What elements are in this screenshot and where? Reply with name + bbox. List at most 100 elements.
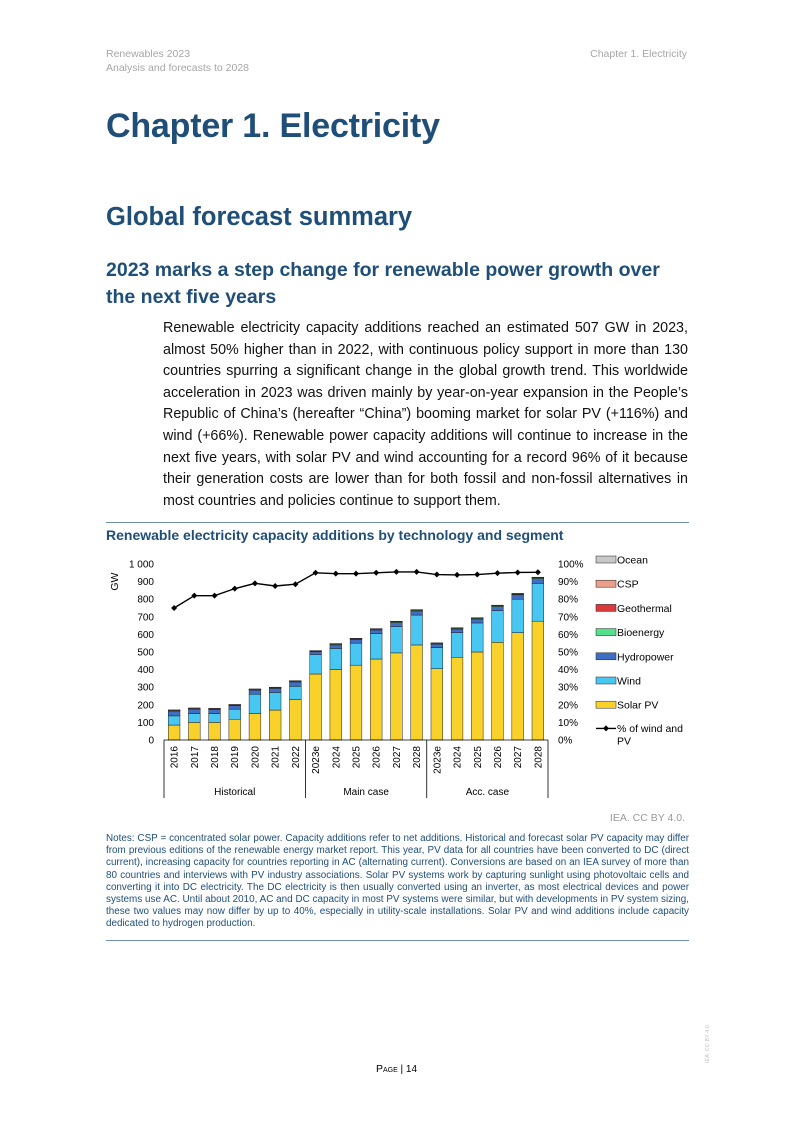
bar-segment-solar-pv (269, 709, 282, 741)
bar-segment-csp (167, 709, 181, 711)
bar-segment-csp (390, 620, 403, 623)
bar-segment-solar-pv (349, 664, 363, 741)
y-tick-label: 800 (137, 595, 154, 606)
x-tick-label: 2023e (311, 746, 322, 774)
side-license-mark: IEA. CC BY 4.0. (705, 1023, 711, 1063)
x-tick-label: 2016 (170, 746, 181, 769)
legend-label: Solar PV (617, 700, 658, 712)
x-tick-label: 2026 (372, 746, 383, 769)
bar-segment-wind (410, 614, 423, 646)
x-tick-label: 2021 (271, 746, 282, 769)
bar-segment-hydropower (450, 628, 464, 633)
bar-segment-hydropower (430, 643, 443, 648)
bar-segment-csp (248, 688, 262, 690)
x-tick-label: 2018 (210, 746, 221, 769)
bar-segment-solar-pv (309, 673, 322, 741)
x-tick-label: 2019 (230, 746, 241, 769)
x-tick-label: 2027 (392, 746, 403, 769)
legend-label-line1: % of wind and (617, 723, 683, 735)
bar-segment-csp (471, 617, 484, 619)
bar-segment-csp (208, 708, 221, 710)
bar-segment-csp (410, 609, 423, 611)
bar-segment-hydropower (248, 689, 262, 695)
wind-pv-share-marker (393, 568, 400, 575)
bar-segment-wind (370, 633, 383, 660)
bar-segment-wind (491, 610, 504, 643)
legend-swatch (595, 652, 617, 661)
bar-segment-hydropower (370, 629, 383, 634)
wind-pv-share-marker (231, 585, 238, 592)
bar-segment-solar-pv (188, 722, 201, 741)
legend-label: Bioenergy (617, 627, 665, 639)
bar-segment-csp (511, 593, 524, 595)
wind-pv-share-marker (373, 569, 380, 576)
wind-pv-share-marker (534, 569, 541, 576)
bar-segment-wind (531, 583, 545, 622)
y2-tick-label: 20% (558, 700, 578, 711)
bar-segment-solar-pv (450, 657, 464, 741)
report-title: Renewables 2023 (106, 48, 191, 60)
bar-segment-solar-pv (370, 658, 383, 741)
bar-segment-hydropower (410, 610, 423, 616)
bar-segment-wind (511, 598, 524, 633)
wind-pv-share-marker (292, 581, 299, 588)
legend-swatch (595, 604, 617, 612)
x-tick-label: 2023e (432, 746, 443, 774)
bar-segment-hydropower (531, 578, 545, 584)
bar-segment-solar-pv (410, 644, 423, 741)
bar-segment-hydropower (269, 688, 282, 693)
x-tick-label: 2022 (291, 746, 302, 769)
bar-segment-csp (329, 643, 342, 645)
wind-pv-share-marker (211, 592, 218, 599)
legend-swatch (595, 700, 617, 709)
bar-segment-wind (289, 686, 302, 700)
bar-segment-hydropower (471, 618, 484, 624)
chapter-title: Chapter 1. Electricity (106, 107, 440, 145)
bar-segment-solar-pv (208, 722, 221, 741)
wind-pv-share-marker (454, 571, 461, 578)
bar-segment-csp (491, 604, 504, 607)
bar-segment-solar-pv (390, 652, 403, 741)
x-tick-label: 2025 (352, 746, 363, 769)
wind-pv-share-marker (251, 580, 258, 587)
legend-swatch (595, 628, 617, 636)
wind-pv-share-line (173, 571, 538, 609)
bar-segment-hydropower (188, 708, 201, 714)
legend-label-line2: PV (617, 735, 631, 747)
y2-tick-label: 40% (558, 665, 578, 676)
bar-segment-wind (430, 647, 443, 669)
page-label: Page (375, 1063, 398, 1075)
y-tick-label: 0 (148, 736, 154, 747)
bar-segment-solar-pv (167, 724, 181, 741)
y2-tick-label: 80% (558, 595, 578, 606)
y-tick-label: 700 (137, 612, 154, 623)
running-header-chapter: Chapter 1. Electricity (590, 48, 687, 60)
bar-segment-csp (228, 704, 241, 706)
page-footer: Page | 14 (0, 1063, 793, 1075)
bar-segment-hydropower (491, 606, 504, 611)
wind-pv-share-marker (494, 570, 501, 577)
bar-segment-wind (309, 654, 322, 675)
y2-tick-label: 60% (558, 630, 578, 641)
bar-segment-csp (188, 707, 201, 709)
x-tick-label: 2024 (331, 746, 342, 769)
bar-segment-hydropower (329, 644, 342, 649)
bar-segment-solar-pv (289, 699, 302, 741)
x-tick-label: 2028 (412, 746, 423, 769)
wind-pv-share-marker (171, 605, 178, 611)
wind-pv-share-marker (474, 571, 481, 578)
legend-label: CSP (617, 579, 639, 591)
bar-segment-hydropower (167, 710, 181, 717)
y2-tick-label: 50% (558, 648, 578, 659)
legend-label: Geothermal (617, 603, 672, 615)
bar-segment-wind (471, 622, 484, 653)
bar-segment-hydropower (208, 709, 221, 714)
page-separator: | (400, 1064, 404, 1075)
y2-tick-label: 0% (558, 736, 573, 747)
x-tick-label: 2020 (250, 746, 261, 769)
legend-label: Hydropower (617, 651, 674, 663)
bar-segment-wind (248, 693, 262, 714)
wind-pv-share-marker (332, 570, 339, 577)
legend-label: Ocean (617, 555, 648, 567)
figure-bottom-rule (106, 940, 689, 941)
